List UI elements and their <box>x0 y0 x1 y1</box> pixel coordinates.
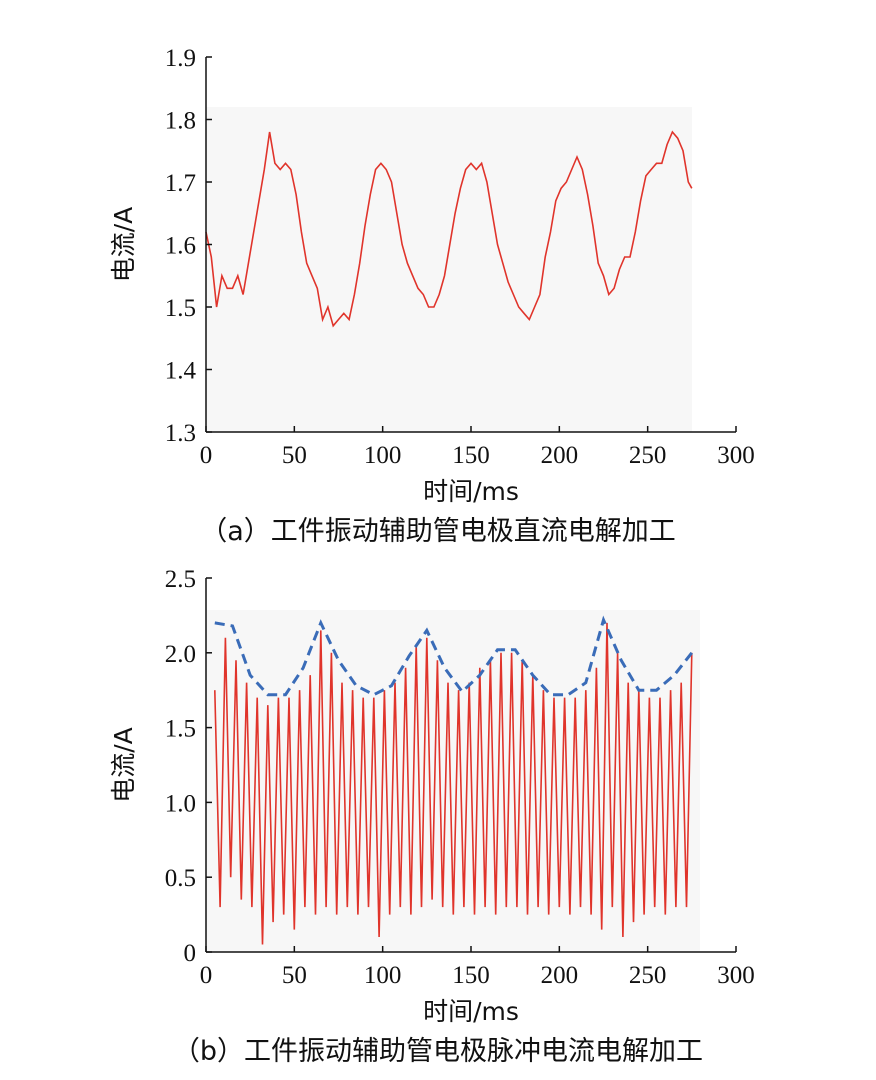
y-tick-label: 0 <box>184 940 197 967</box>
chart-a-y-axis-title: 电流/A <box>109 207 138 283</box>
y-tick-label: 1.5 <box>165 716 196 743</box>
x-tick-label: 50 <box>282 442 307 469</box>
chart-a-current-line <box>205 130 693 328</box>
x-tick-label: 200 <box>541 442 579 469</box>
y-tick-label: 1.5 <box>165 295 196 322</box>
x-tick-label: 100 <box>364 442 402 469</box>
y-tick-label: 1.0 <box>165 790 196 817</box>
y-tick-label: 1.7 <box>165 170 196 197</box>
x-tick-label: 250 <box>629 442 667 469</box>
y-tick-label: 2.5 <box>165 566 196 593</box>
chart-a-caption: （a）工件振动辅助管电极直流电解加工 <box>200 516 676 547</box>
x-tick-label: 200 <box>541 962 579 989</box>
chart-b-y-axis-title: 电流/A <box>109 727 138 803</box>
chart-a-y-ticks: 1.3 1.4 1.5 1.6 1.7 1.8 1.9 <box>165 45 212 447</box>
x-tick-label: 0 <box>200 962 213 989</box>
y-tick-label: 1.9 <box>165 45 196 72</box>
x-tick-label: 300 <box>717 442 755 469</box>
chart-b-current-line <box>214 622 693 945</box>
chart-b-caption: （b）工件振动辅助管电极脉冲电流电解加工 <box>173 1036 703 1067</box>
chart-b-envelope-line <box>214 615 693 697</box>
x-tick-label: 100 <box>364 962 402 989</box>
chart-b-x-ticks: 0 50 100 150 200 250 300 <box>200 946 755 989</box>
y-tick-label: 1.8 <box>165 108 196 135</box>
chart-a: 0 50 100 150 200 250 300 1.3 1.4 1.5 1.6 1.7 1.8 1.9… <box>109 45 755 547</box>
y-tick-label: 1.6 <box>165 233 196 260</box>
y-tick-label: 2.0 <box>165 641 196 668</box>
chart-b-y-ticks: 0 0.5 1.0 1.5 2.0 2.5 <box>165 566 212 967</box>
chart-a-x-axis-title: 时间/ms <box>423 477 519 506</box>
x-tick-label: 50 <box>282 962 307 989</box>
x-tick-label: 300 <box>717 962 755 989</box>
chart-a-plot-background <box>206 107 692 432</box>
y-tick-label: 1.4 <box>165 358 197 385</box>
x-tick-label: 0 <box>200 442 213 469</box>
y-tick-label: 1.3 <box>165 420 196 447</box>
chart-b-x-axis-title: 时间/ms <box>423 997 519 1026</box>
y-tick-label: 0.5 <box>165 865 196 892</box>
x-tick-label: 150 <box>452 962 490 989</box>
x-tick-label: 250 <box>629 962 667 989</box>
x-tick-label: 150 <box>452 442 490 469</box>
chart-a-x-ticks: 0 50 100 150 200 250 300 <box>200 426 755 469</box>
chart-b: 0 50 100 150 200 250 300 0 0.5 1.0 1.5 2.0 2.5 时间/m… <box>109 566 755 1067</box>
